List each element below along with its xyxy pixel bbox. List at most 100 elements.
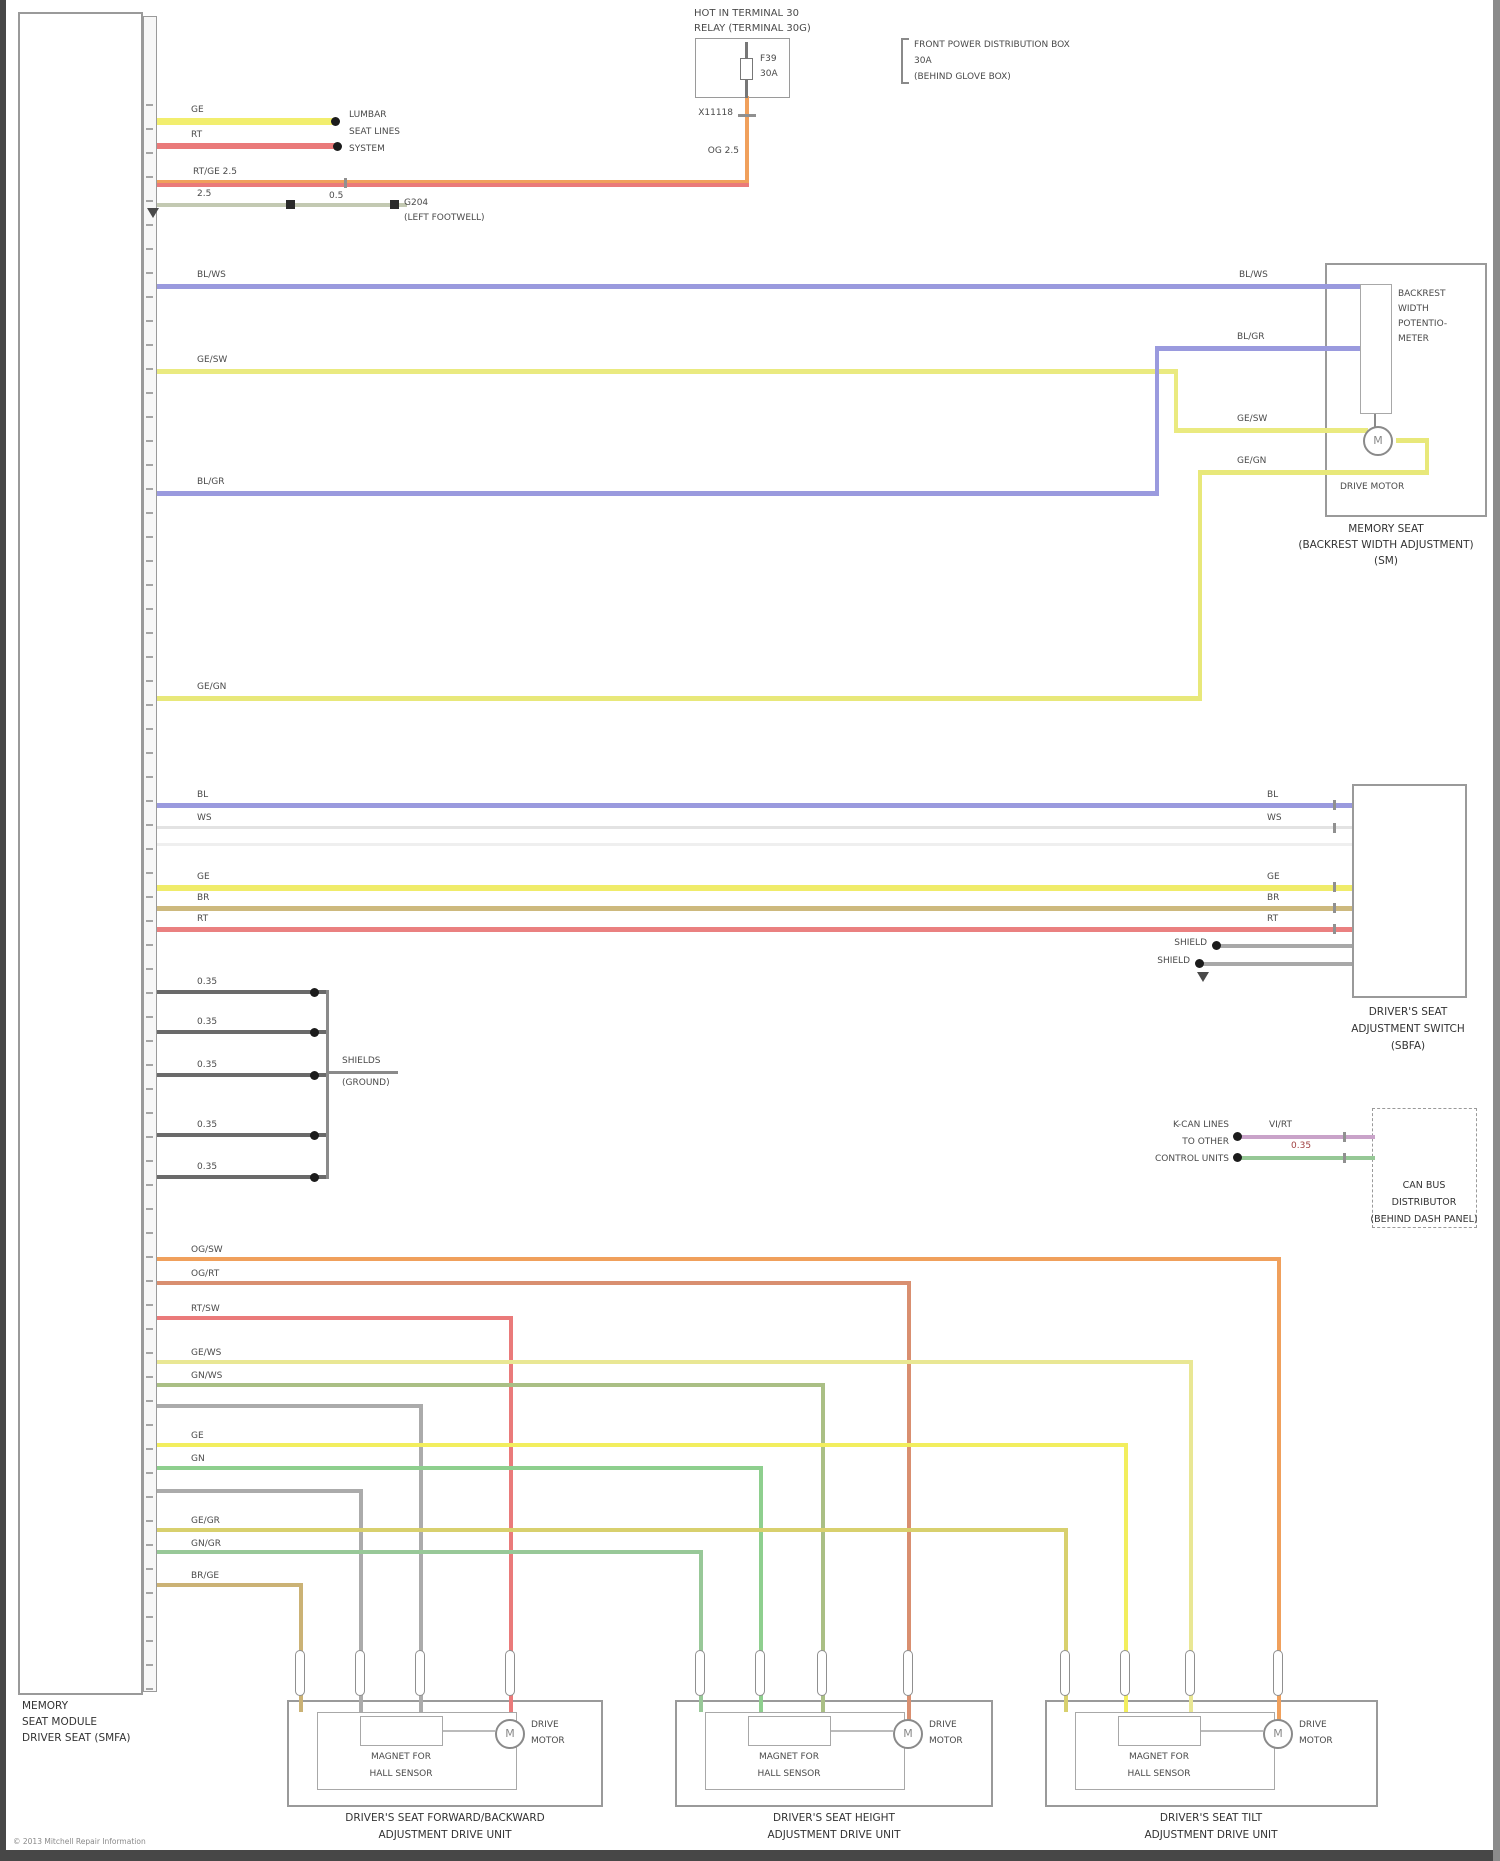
module-pin-tick	[146, 320, 153, 322]
power-bracket	[901, 38, 909, 84]
switch-wire-br-left: BR	[196, 893, 211, 903]
switch-tick-3	[1333, 882, 1336, 892]
fan-wire-6	[157, 1404, 423, 1408]
fan-label-8: GN	[190, 1454, 206, 1464]
connector-bar	[1060, 1650, 1070, 1696]
shield-cluster-wire-1	[157, 990, 328, 994]
module-pin-tick	[146, 440, 153, 442]
module-pin-tick	[146, 680, 153, 682]
module-pin-tick	[146, 560, 153, 562]
module-pin-tick	[146, 1496, 153, 1498]
can-box-caption-1: CAN BUS	[1402, 1180, 1446, 1191]
shield-wire-size-2: 0.35	[196, 1017, 219, 1027]
fan-wire-1	[157, 1257, 1281, 1261]
can-green-dot	[1233, 1153, 1242, 1162]
connector-x11118-label: X11118	[684, 108, 734, 118]
wire-label-rtge: RT/GE 2.5	[192, 167, 238, 177]
module-pin-tick	[146, 608, 153, 610]
module-pin-tick	[146, 872, 153, 874]
module-pin-tick	[146, 1208, 153, 1210]
fan-label-1: OG/SW	[190, 1245, 224, 1255]
wire-label-ge: GE	[190, 105, 205, 115]
fan-wire-11-v	[699, 1550, 703, 1712]
shield-b-dot	[1195, 959, 1204, 968]
module-pin-tick	[146, 968, 153, 970]
switch-wire-ge-right: GE	[1266, 872, 1281, 882]
switch-tick-1	[1333, 800, 1336, 810]
module-pin-tick	[146, 512, 153, 514]
shield-cluster-wire-4	[157, 1133, 328, 1137]
shield-a-label: SHIELD	[1148, 938, 1208, 948]
fuse-symbol	[740, 58, 753, 80]
module-pin-tick	[146, 392, 153, 394]
backrest-motor-label: DRIVE MOTOR	[1340, 482, 1405, 492]
can-note-3: CONTROL UNITS	[1128, 1154, 1230, 1164]
pot-label-2: WIDTH	[1398, 304, 1429, 314]
module-pin-tick	[146, 1256, 153, 1258]
module-pin-tick	[146, 1304, 153, 1306]
wire-switch-blue	[157, 803, 1352, 808]
fan-label-10: GE/GR	[190, 1516, 221, 1526]
page-right-edge	[1493, 0, 1500, 1861]
module-pin-tick	[146, 920, 153, 922]
splice-dot-red	[333, 142, 342, 151]
shield-a-dot	[1212, 941, 1221, 950]
drive-box-3-sensor	[1118, 1716, 1201, 1746]
shield-wire-size-5: 0.35	[196, 1162, 219, 1172]
module-pin-tick	[146, 1040, 153, 1042]
can-violet-dot	[1233, 1132, 1242, 1141]
module-pin-tick	[146, 1640, 153, 1642]
can-tick-2	[1343, 1153, 1346, 1163]
shield-cluster-dot-5	[310, 1173, 319, 1182]
wire-yellow-a	[157, 369, 1178, 374]
backrest-caption-3: (SM)	[1374, 555, 1398, 567]
wire-yellow-b	[157, 696, 1202, 701]
switch-wire-rt-right: RT	[1266, 914, 1280, 924]
ground-wire-size: 0.5	[328, 191, 345, 201]
splice-note-line-2: SEAT LINES	[349, 127, 401, 137]
splice-note-line-3: SYSTEM	[349, 144, 385, 154]
fan-wire-3-v	[509, 1316, 513, 1722]
switch-caption-2: ADJUSTMENT SWITCH	[1351, 1023, 1465, 1035]
relay-terminal-label: RELAY (TERMINAL 30G)	[694, 23, 811, 34]
shield-ground-arrow-icon	[1197, 972, 1209, 982]
can-violet-label: VI/RT	[1268, 1120, 1293, 1130]
module-pin-tick	[146, 584, 153, 586]
connector-bar	[817, 1650, 827, 1696]
backrest-caption-1: MEMORY SEAT	[1348, 523, 1424, 535]
fan-label-11: GN/GR	[190, 1539, 222, 1549]
module-pin-tick	[146, 752, 153, 754]
seat-switch-box	[1352, 784, 1467, 998]
connector-bar	[1185, 1650, 1195, 1696]
fan-wire-2-v	[907, 1281, 911, 1722]
fuse-amp-label: 30A	[759, 69, 779, 79]
page-left-edge	[0, 0, 6, 1861]
drive-box-1-caption-2: ADJUSTMENT DRIVE UNIT	[378, 1829, 512, 1841]
module-pin-tick	[146, 416, 153, 418]
module-pin-tick	[146, 1424, 153, 1426]
power-bracket-line-2: 30A	[914, 56, 932, 66]
shield-cluster-wire-2	[157, 1030, 328, 1034]
wire-switch-gray	[157, 843, 1352, 846]
pot-label-4: METER	[1398, 334, 1429, 344]
drive-box-2-sensor-label-1: MAGNET FOR	[758, 1752, 820, 1762]
module-pin-tick	[146, 1544, 153, 1546]
module-pin-tick	[146, 104, 153, 106]
switch-caption-3: (SBFA)	[1390, 1040, 1426, 1052]
drive-box-2-link	[831, 1730, 893, 1732]
power-wire-vertical-orange	[745, 96, 749, 186]
module-pin-tick	[146, 1088, 153, 1090]
drive-box-2-sensor	[748, 1716, 831, 1746]
can-tick-1	[1343, 1132, 1346, 1142]
ground-note-line-2: (LEFT FOOTWELL)	[404, 213, 485, 223]
fuse-name-label: F39	[759, 54, 778, 64]
pot-to-motor-line	[1374, 414, 1376, 428]
fan-wire-12-v	[299, 1583, 303, 1712]
fan-wire-4	[157, 1360, 1193, 1364]
module-pin-tick	[146, 1400, 153, 1402]
can-distributor-box	[1372, 1108, 1477, 1228]
wire-can-violet	[1239, 1135, 1375, 1139]
switch-wire-bl-left: BL	[196, 790, 210, 800]
module-pin-tick	[146, 152, 153, 154]
drive-box-2-sensor-label-2: HALL SENSOR	[757, 1769, 821, 1779]
